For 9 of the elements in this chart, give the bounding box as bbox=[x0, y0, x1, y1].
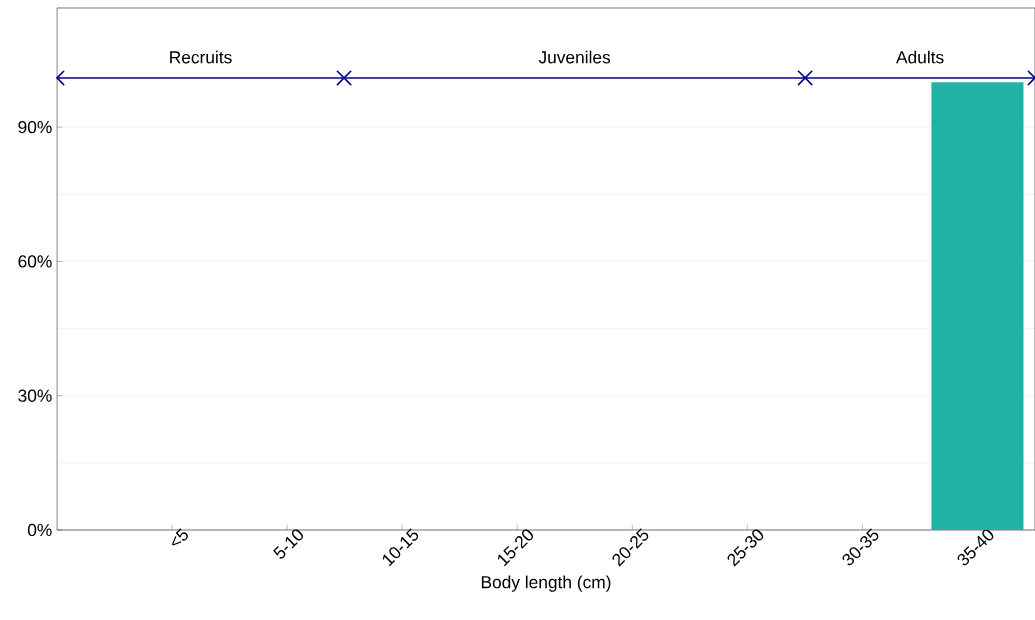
x-axis-title: Body length (cm) bbox=[481, 575, 611, 592]
y-tick-label: 30% bbox=[18, 389, 52, 402]
annotation: Recruits bbox=[170, 50, 232, 64]
x-tick-label: <5 bbox=[171, 528, 188, 546]
annotation: Juveniles bbox=[538, 50, 611, 64]
y-tick-label: 0% bbox=[27, 523, 52, 537]
y-tick-label: 60% bbox=[18, 255, 52, 268]
annotation: Adults bbox=[896, 50, 944, 64]
y-tick-label: 90% bbox=[18, 120, 52, 134]
